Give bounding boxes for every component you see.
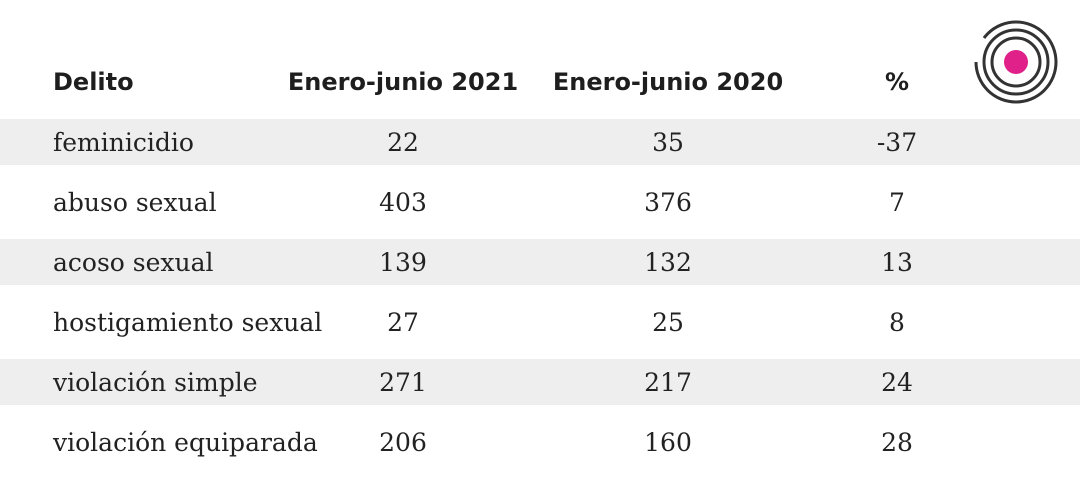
percent-change: -37 (876, 127, 918, 157)
percent-change: 8 (889, 307, 905, 337)
value-2021: 139 (379, 247, 427, 277)
crime-name: acoso sexual (53, 247, 214, 277)
crime-name: abuso sexual (53, 187, 217, 217)
header-2020: Enero-junio 2020 (552, 68, 784, 96)
header-delito: Delito (53, 68, 134, 96)
crime-name: hostigamiento sexual (53, 307, 323, 337)
header-percent: % (884, 68, 910, 96)
header-2021: Enero-junio 2021 (287, 68, 519, 96)
value-2020: 217 (644, 367, 692, 397)
crime-name: feminicidio (53, 127, 194, 157)
value-2021: 206 (379, 427, 427, 457)
value-2021: 22 (387, 127, 419, 157)
table-row: violación simple 271 217 24 (0, 359, 1080, 405)
value-2020: 376 (644, 187, 692, 217)
value-2020: 160 (644, 427, 692, 457)
concentric-rings-logo-icon (973, 20, 1058, 104)
value-2021: 403 (379, 187, 427, 217)
table-row: violación equiparada 206 160 28 (0, 412, 1080, 472)
crime-name: violación simple (53, 367, 258, 397)
value-2021: 27 (387, 307, 419, 337)
percent-change: 7 (889, 187, 905, 217)
value-2020: 35 (652, 127, 684, 157)
percent-change: 28 (881, 427, 913, 457)
percent-change: 24 (881, 367, 913, 397)
table-row: hostigamiento sexual 27 25 8 (0, 292, 1080, 352)
percent-change: 13 (881, 247, 913, 277)
table-row: abuso sexual 403 376 7 (0, 172, 1080, 232)
logo-dot (1004, 50, 1028, 74)
table-header-row: Delito Enero-junio 2021 Enero-junio 2020… (0, 52, 1080, 112)
value-2020: 25 (652, 307, 684, 337)
value-2021: 271 (379, 367, 427, 397)
table-row: feminicidio 22 35 -37 (0, 119, 1080, 165)
table-row: acoso sexual 139 132 13 (0, 239, 1080, 285)
crime-name: violación equiparada (53, 427, 318, 457)
value-2020: 132 (644, 247, 692, 277)
crime-table: Delito Enero-junio 2021 Enero-junio 2020… (0, 52, 1080, 472)
